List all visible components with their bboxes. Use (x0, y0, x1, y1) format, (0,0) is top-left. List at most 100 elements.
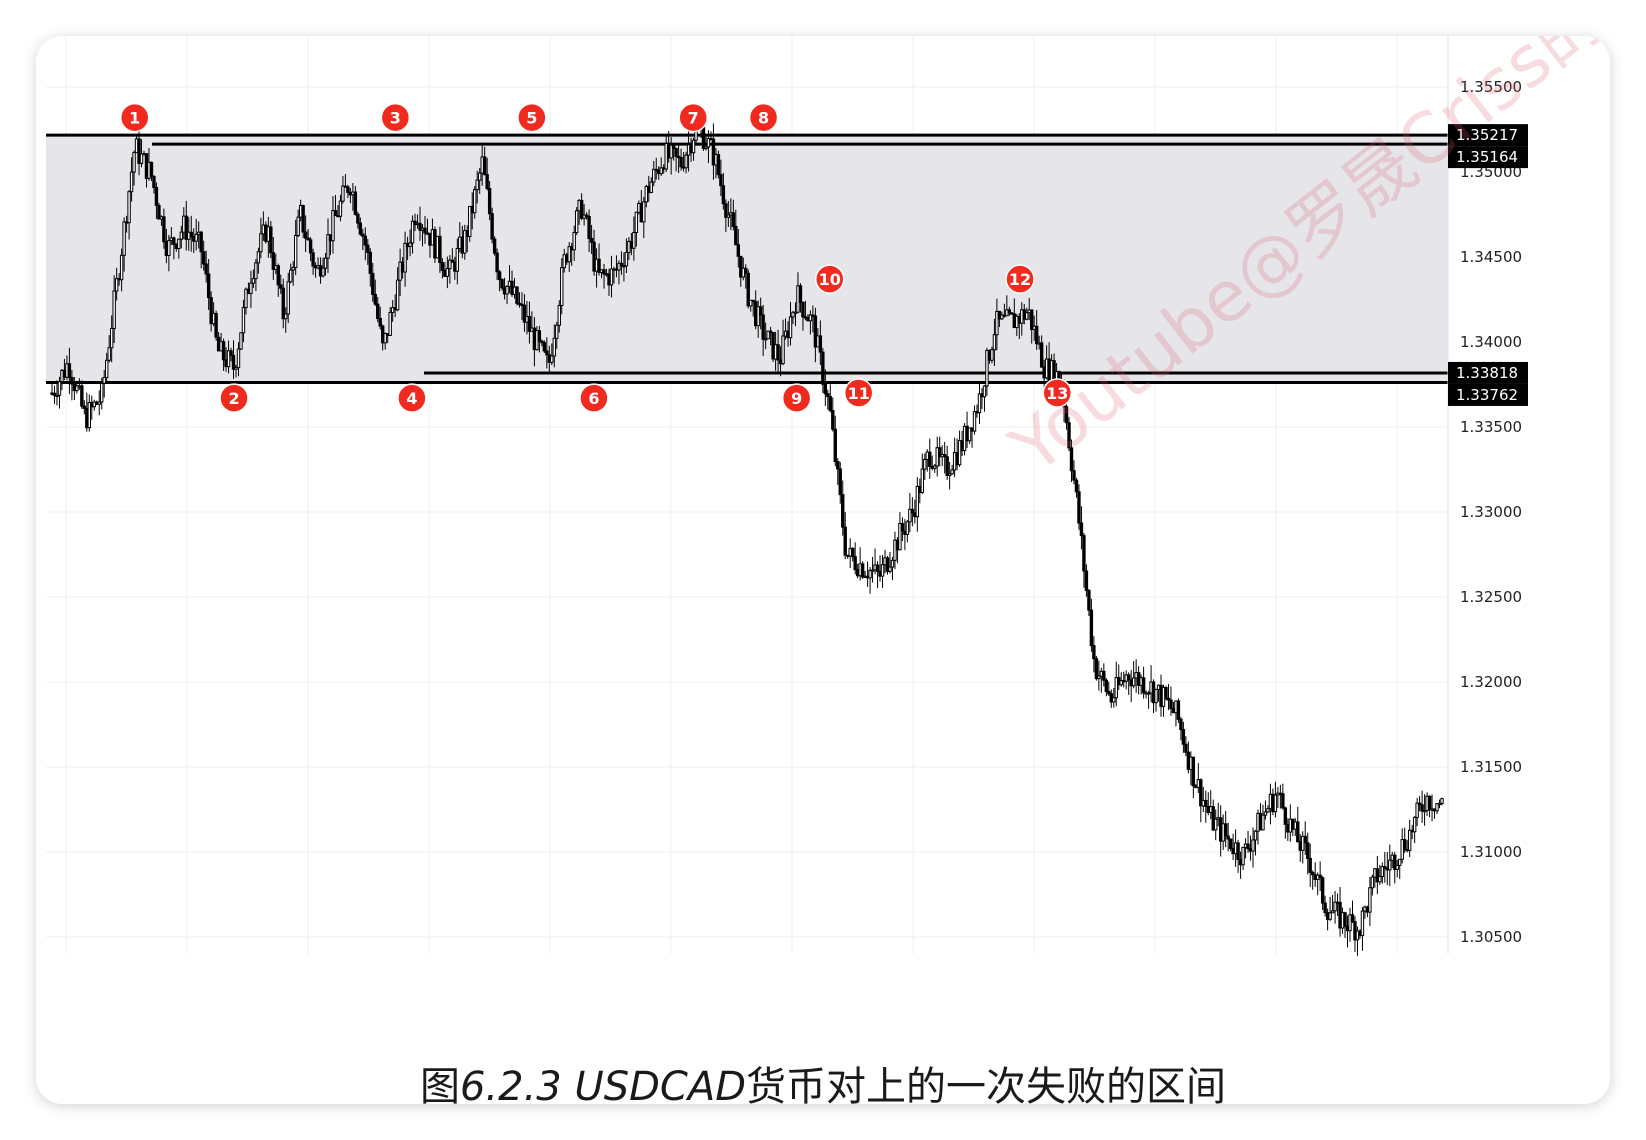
candle-body (1030, 309, 1034, 330)
touch-marker: 11 (843, 378, 874, 408)
candle-body (477, 172, 482, 181)
candle-body (1303, 835, 1307, 844)
candle-body (798, 285, 803, 303)
candle-body (346, 186, 350, 193)
candle-body (403, 242, 407, 273)
candle-body (1301, 835, 1305, 851)
y-tick-label: 1.34000 (1460, 333, 1522, 351)
candle-body (154, 186, 159, 206)
candle-body (112, 290, 116, 329)
candle-body (1104, 679, 1109, 693)
candle-body (1328, 912, 1332, 920)
touch-marker: 10 (814, 264, 845, 294)
candle-body (331, 210, 335, 242)
candle-body (860, 563, 865, 578)
candle-body (1437, 802, 1442, 806)
marker-label: 7 (688, 109, 699, 128)
marker-label: 1 (129, 109, 140, 128)
candle-body (1079, 522, 1084, 537)
candle-body (1388, 859, 1392, 871)
candle-body (977, 393, 982, 414)
touch-marker: 12 (1005, 264, 1035, 294)
candle-body (162, 216, 166, 243)
candle-body (241, 307, 246, 334)
candle-body (55, 394, 59, 397)
candle-body (57, 381, 62, 396)
candle-body (957, 440, 962, 466)
candle-body (1025, 312, 1029, 320)
candle-body (671, 144, 676, 150)
marker-label: 10 (819, 270, 841, 289)
candle-body (972, 411, 977, 432)
candle-body (744, 267, 748, 274)
candle-body (1077, 491, 1081, 524)
y-tick-label: 1.35500 (1460, 78, 1522, 96)
candle-body (540, 340, 544, 344)
candle-body (259, 233, 263, 253)
candle-body (284, 313, 288, 320)
candle-body (1403, 839, 1407, 850)
candle-body (371, 272, 375, 295)
marker-circle (219, 383, 249, 413)
candle-body (1074, 479, 1079, 493)
candle-body (306, 237, 310, 241)
candle-body (1179, 718, 1183, 730)
candle-body (1166, 697, 1171, 701)
candle-body (87, 401, 91, 429)
candle-body (609, 268, 614, 286)
candle-body (157, 204, 161, 220)
candle-body (172, 237, 176, 245)
candle-body (1343, 912, 1347, 927)
candle-body (482, 156, 487, 176)
marker-circle (814, 264, 845, 294)
candle-body (1370, 876, 1375, 889)
candle-body (552, 337, 556, 357)
candle-body (537, 330, 542, 342)
candle-body (505, 285, 509, 295)
candle-body (843, 526, 847, 556)
candle-body (1191, 756, 1196, 787)
marker-label: 9 (791, 389, 802, 408)
candle-body (915, 485, 920, 518)
candle-body (850, 547, 855, 558)
candle-body (234, 367, 238, 370)
candle-body (97, 401, 101, 405)
candle-body (1310, 871, 1315, 876)
candle-body (1211, 806, 1215, 831)
marker-label: 2 (228, 389, 239, 408)
candle-body (1126, 674, 1131, 681)
candle-body (338, 200, 343, 217)
candle-body (189, 231, 193, 238)
candle-body (992, 334, 997, 351)
touch-marker: 8 (748, 102, 779, 133)
candle-body (1154, 688, 1158, 704)
candle-body (269, 226, 273, 254)
candle-body (617, 262, 621, 271)
candle-body (1114, 677, 1118, 699)
candle-body (70, 377, 74, 385)
candle-body (572, 232, 576, 251)
marker-circle (1005, 264, 1035, 294)
candle-body (890, 559, 895, 568)
candle-body (632, 232, 636, 249)
candle-body (1415, 802, 1419, 818)
candle-body (923, 458, 927, 470)
marker-label: 12 (1009, 270, 1031, 289)
candle-body (704, 146, 708, 150)
candle-body (938, 447, 942, 458)
candle-body (291, 266, 295, 271)
candle-body (1412, 816, 1417, 833)
y-tick-label: 1.33500 (1460, 418, 1522, 436)
candle-body (1184, 743, 1188, 753)
candle-body (567, 246, 571, 263)
candle-body (634, 211, 639, 234)
candle-body (321, 267, 325, 277)
candle-body (107, 347, 111, 361)
touch-marker: 13 (1042, 378, 1073, 408)
candle-body (669, 144, 673, 159)
candle-body (1393, 854, 1397, 870)
price-tag-label: 1.35217 (1456, 126, 1518, 144)
marker-circle (781, 383, 812, 413)
candle-body (438, 235, 442, 263)
candle-body (1034, 325, 1039, 345)
